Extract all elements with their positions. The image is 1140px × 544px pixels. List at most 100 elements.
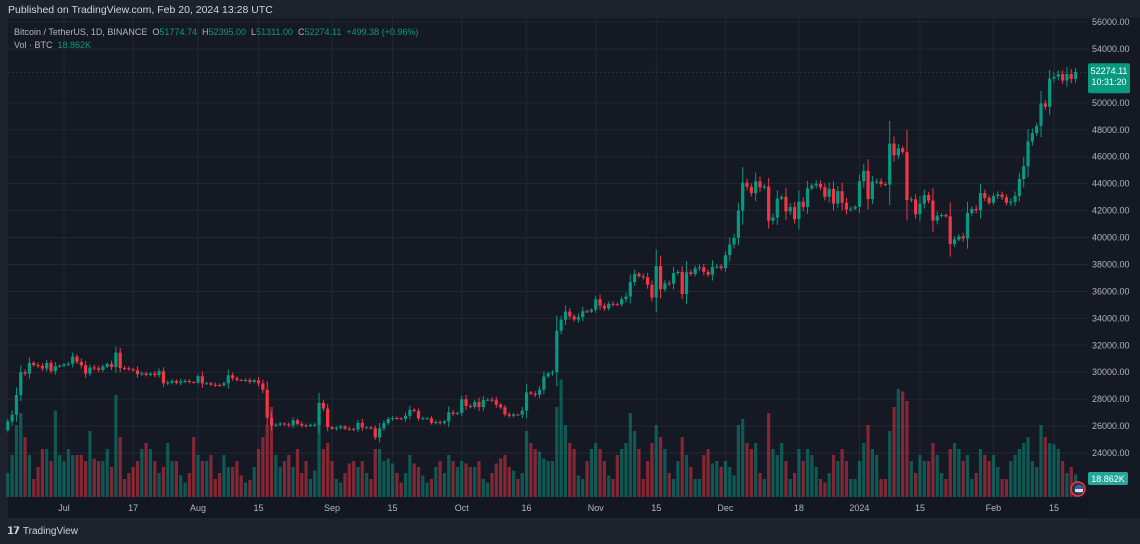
volume-bar: [62, 461, 66, 497]
candle-body: [827, 188, 831, 197]
volume-bar: [1017, 449, 1021, 497]
volume-bar: [978, 449, 983, 497]
volume-bar: [451, 461, 455, 497]
volume-label[interactable]: Vol · BTC: [14, 40, 53, 50]
volume-bar: [624, 443, 628, 497]
chart-pane[interactable]: [8, 18, 1140, 518]
tradingview-logo-icon: 𝟭𝟳: [7, 526, 20, 537]
candle-body: [308, 424, 313, 426]
time-axis[interactable]: [8, 498, 1088, 518]
volume-bar: [101, 461, 105, 497]
candle-body: [862, 170, 866, 182]
open-label: O: [152, 27, 160, 37]
volume-bar: [494, 463, 498, 497]
volume-bar: [308, 479, 313, 497]
volume-bar: [620, 449, 624, 497]
candle-body: [633, 273, 637, 283]
candle-body: [473, 401, 477, 407]
volume-bar: [360, 461, 364, 497]
candle-body: [386, 418, 390, 424]
candle-body: [75, 356, 79, 362]
price-tick-label: 32000.00: [1092, 340, 1130, 350]
volume-bar: [114, 395, 118, 497]
candle-body: [511, 414, 516, 416]
volume-bar: [641, 479, 645, 497]
candle-body: [1022, 166, 1026, 180]
symbol-name[interactable]: Bitcoin / TetherUS, 1D, BINANCE: [14, 27, 148, 37]
candle-body: [996, 194, 1000, 197]
candle-body: [360, 422, 364, 428]
candle-body: [131, 369, 135, 371]
candle-body: [754, 181, 758, 194]
volume-bar: [702, 455, 706, 497]
volume-bar: [79, 455, 83, 497]
volume-bar: [1013, 455, 1017, 497]
volume-bar: [931, 443, 935, 497]
volume-bar: [27, 455, 32, 497]
candle-body: [455, 413, 459, 415]
volume-bar: [213, 479, 217, 497]
candle-body: [611, 303, 615, 305]
candle-body: [559, 319, 563, 331]
price-tick-label: 38000.00: [1092, 259, 1130, 269]
volume-bar: [706, 449, 710, 497]
candle-body: [620, 299, 624, 305]
volume-bar: [269, 407, 274, 497]
candle-body: [1009, 201, 1013, 203]
volume-bar: [274, 455, 278, 497]
volume-bar: [161, 467, 166, 497]
candle-body: [801, 201, 805, 207]
volume-bar: [304, 461, 308, 497]
candle-body: [914, 199, 918, 215]
volume-bar: [693, 479, 697, 497]
volume-bar: [179, 475, 183, 497]
candle-body: [200, 376, 204, 384]
candle-body: [1030, 133, 1034, 142]
volume-bar: [654, 425, 658, 497]
volume-bar: [1052, 444, 1056, 497]
candle-body: [901, 148, 905, 153]
candle-body: [96, 368, 101, 370]
candle-body: [425, 418, 429, 420]
volume-bar: [330, 461, 334, 497]
volume-bar: [568, 443, 572, 497]
volume-bar: [442, 473, 447, 497]
candle-body: [693, 268, 697, 275]
volume-bar: [935, 455, 939, 497]
time-tick-label: Jul: [58, 503, 70, 513]
candle-body: [961, 236, 965, 239]
candle-body: [1065, 73, 1069, 81]
candle-body: [818, 183, 823, 188]
volume-bar: [239, 475, 243, 497]
candle-body: [499, 404, 503, 408]
candle-body: [957, 236, 961, 240]
volume-bar: [256, 449, 261, 497]
tradingview-logo[interactable]: 𝟭𝟳 TradingView: [7, 526, 78, 537]
candle-body: [438, 422, 442, 424]
volume-bar: [127, 473, 131, 497]
candle-body: [849, 208, 853, 210]
candle-body: [1039, 103, 1043, 126]
candle-body: [658, 266, 663, 290]
volume-bar: [75, 455, 79, 497]
volume-bar: [883, 479, 887, 497]
candle-body: [689, 272, 693, 275]
candle-body: [546, 373, 550, 377]
candle-body: [758, 181, 762, 188]
volume-bar: [135, 461, 140, 497]
candle-body: [520, 410, 524, 415]
price-tick-label: 40000.00: [1092, 233, 1130, 243]
candle-body: [879, 181, 883, 185]
candle-body: [728, 244, 732, 256]
us-flag-event-icon[interactable]: [1070, 481, 1086, 497]
volume-bar: [300, 473, 304, 497]
volume-bar: [412, 463, 416, 497]
volume-bar: [563, 425, 568, 497]
candle-body: [537, 389, 542, 395]
candle-body: [1000, 194, 1004, 198]
volume-bar: [697, 479, 702, 497]
volume-bar: [767, 413, 771, 497]
candle-body: [948, 216, 952, 244]
candle-body: [278, 423, 282, 425]
